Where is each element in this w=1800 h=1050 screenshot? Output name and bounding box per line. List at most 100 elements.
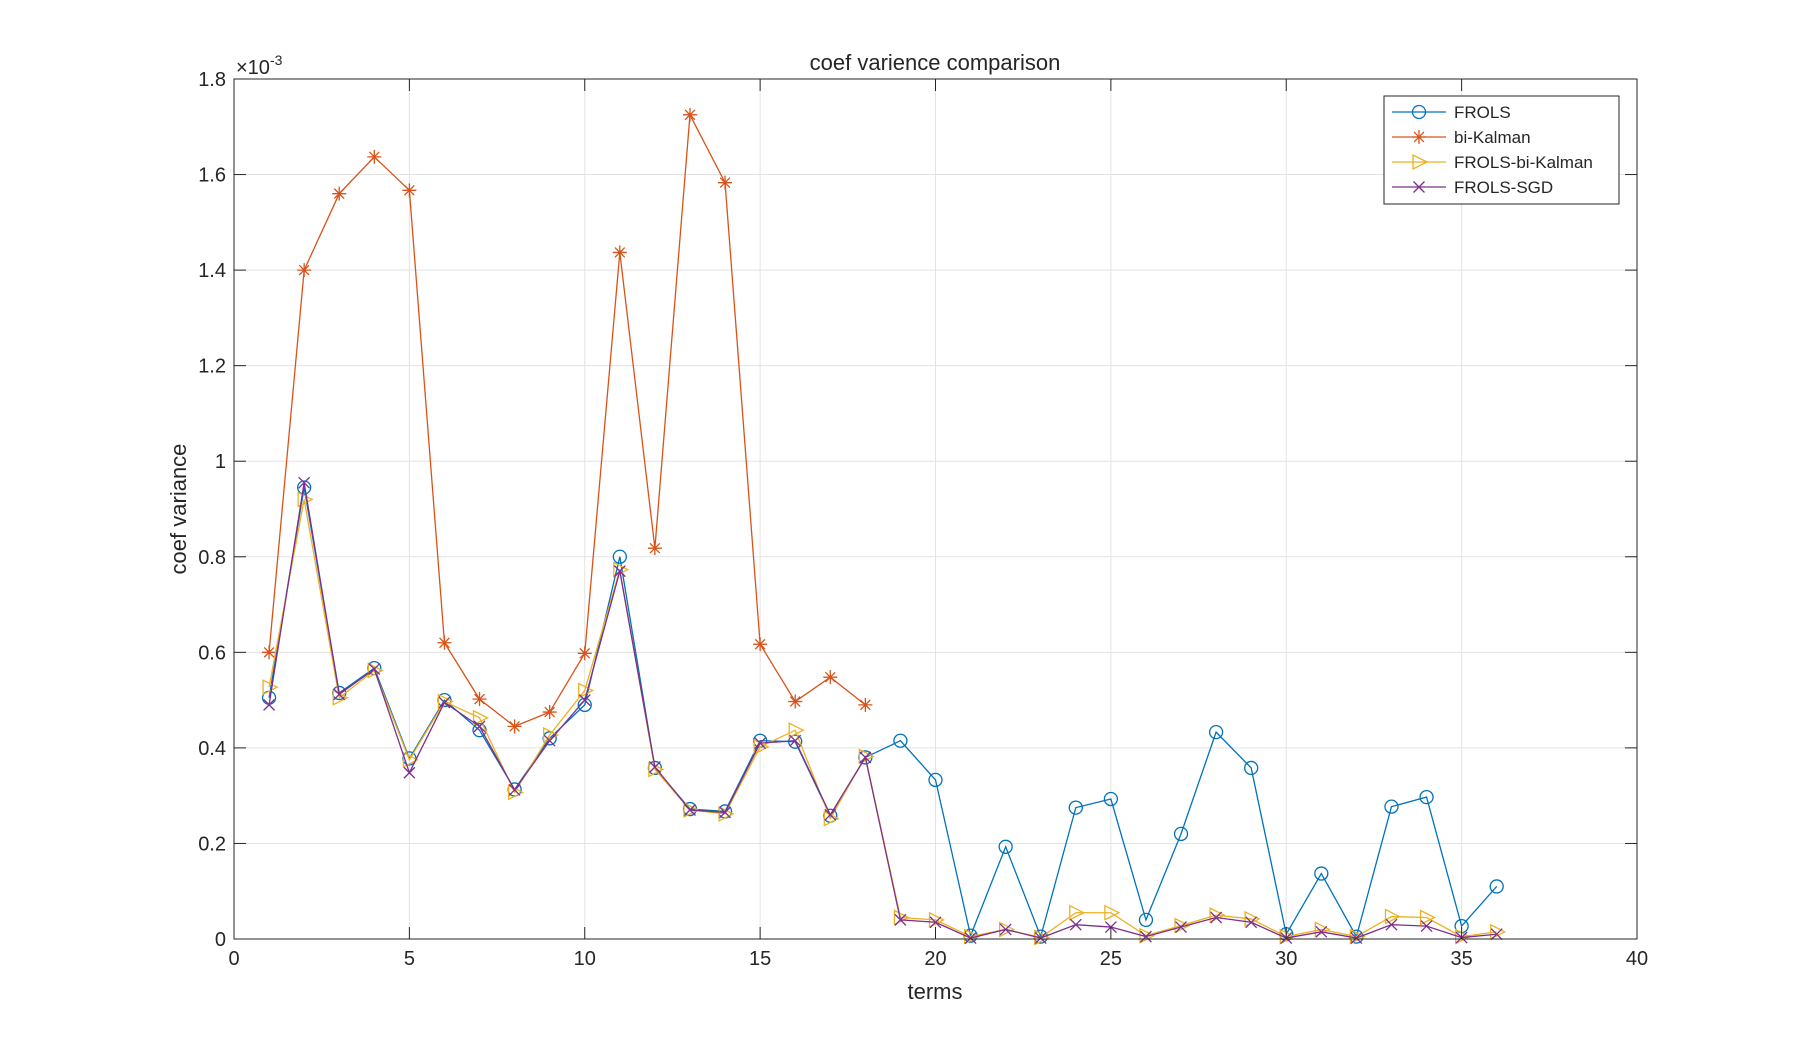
- series-line: [268, 482, 1497, 939]
- data-point: [894, 913, 907, 926]
- y-tick-label: 1.4: [198, 260, 226, 282]
- data-point: [1454, 928, 1472, 945]
- legend-marker: [1412, 153, 1429, 171]
- data-point: [297, 491, 314, 508]
- data-point: [1173, 826, 1189, 842]
- data-point: [613, 565, 626, 578]
- y-tick-label: 1: [215, 451, 226, 473]
- data-point: [262, 679, 279, 696]
- legend-entry: FROLS: [1392, 103, 1511, 122]
- data-point: [1208, 724, 1224, 740]
- y-tick-label: 1.2: [198, 356, 226, 378]
- data-point: [402, 751, 419, 768]
- y-multiplier: ×10-3: [236, 52, 283, 79]
- data-point: [507, 719, 522, 734]
- data-point: [298, 476, 311, 489]
- data-point: [262, 645, 277, 660]
- data-point: [718, 175, 733, 190]
- data-point: [1068, 800, 1083, 815]
- data-point: [542, 705, 557, 720]
- data-point: [368, 663, 381, 676]
- data-point: [543, 734, 556, 747]
- data-point: [1244, 760, 1259, 776]
- legend-entry: FROLS-bi-Kalman: [1392, 153, 1593, 172]
- x-tick-label: 30: [1275, 948, 1297, 970]
- x-tick-label: 35: [1451, 948, 1473, 970]
- y-tick-label: 0.4: [198, 738, 226, 760]
- data-point: [999, 923, 1012, 936]
- data-point: [1069, 918, 1082, 931]
- legend-entry: FROLS-SGD: [1392, 178, 1553, 197]
- data-point: [1210, 911, 1223, 924]
- legend-label: FROLS: [1454, 103, 1511, 122]
- chart-title: coef varience comparison: [810, 50, 1061, 75]
- ticks: 0 5 10 15 20 25 30 35 40 0 0.2 0.4 0.6 0.8 1 1.2 1.4 1.6 1…: [198, 69, 1648, 970]
- y-axis-label: coef variance: [166, 444, 191, 575]
- y-multiplier-base: ×10: [236, 57, 270, 79]
- y-tick-label: 0.2: [198, 833, 226, 855]
- data-point: [753, 637, 768, 652]
- legend: FROLS bi-Kalman FROLS-bi-Kalman FROLS-SGD: [1383, 95, 1620, 205]
- data-point: [682, 107, 697, 122]
- data-point: [998, 839, 1013, 854]
- data-point: [647, 541, 662, 556]
- data-point: [1138, 912, 1154, 928]
- data-point: [296, 480, 312, 495]
- data-point: [1103, 791, 1119, 807]
- data-point: [1384, 799, 1399, 814]
- series-line: [268, 112, 866, 728]
- data-point: [1490, 928, 1503, 941]
- legend-box: [1383, 95, 1620, 205]
- data-point: [754, 737, 767, 750]
- data-point: [648, 761, 661, 773]
- x-tick-label: 20: [924, 948, 946, 970]
- data-point: [1384, 908, 1401, 925]
- data-point: [403, 766, 416, 779]
- data-point: [1174, 917, 1191, 934]
- data-point: [1419, 789, 1434, 805]
- data-point: [928, 772, 943, 788]
- grid: [234, 79, 1637, 939]
- data-point: [788, 722, 805, 739]
- legend-label: FROLS-bi-Kalman: [1454, 153, 1593, 172]
- data-point: [1104, 904, 1121, 921]
- data-point: [1139, 930, 1152, 943]
- data-point: [859, 751, 872, 764]
- y-tick-label: 1.6: [198, 165, 226, 187]
- data-point: [683, 801, 700, 819]
- data-point: [789, 734, 802, 747]
- data-point: [1069, 904, 1086, 921]
- data-point: [1314, 866, 1329, 881]
- data-point: [1034, 932, 1047, 945]
- series-frols-sgd: [263, 476, 1503, 945]
- data-point: [297, 263, 312, 278]
- data-point: [437, 693, 454, 710]
- x-tick-label: 40: [1626, 948, 1648, 970]
- y-tick-label: 0: [215, 929, 226, 951]
- data-point: [437, 635, 452, 650]
- data-point: [1350, 932, 1363, 945]
- data-point: [788, 694, 803, 709]
- x-tick-label: 0: [228, 948, 239, 970]
- data-point: [333, 688, 346, 701]
- data-point: [612, 245, 627, 260]
- y-tick-label: 1.8: [198, 69, 226, 91]
- x-tick-label: 10: [574, 948, 596, 970]
- data-point: [1175, 921, 1187, 934]
- data-point: [719, 806, 732, 819]
- data-point: [1385, 918, 1398, 931]
- y-multiplier-exp: -3: [270, 52, 283, 68]
- legend-label: FROLS-SGD: [1454, 178, 1553, 197]
- series-layer: [261, 107, 1507, 946]
- data-point: [263, 698, 276, 711]
- data-point: [684, 804, 696, 816]
- data-point: [893, 733, 908, 748]
- series-bi-kalman: [262, 107, 873, 734]
- data-point: [858, 697, 873, 712]
- data-point: [824, 808, 837, 821]
- data-point: [577, 646, 592, 661]
- data-point: [963, 928, 981, 945]
- data-point: [508, 783, 521, 796]
- legend-label: bi-Kalman: [1454, 128, 1531, 147]
